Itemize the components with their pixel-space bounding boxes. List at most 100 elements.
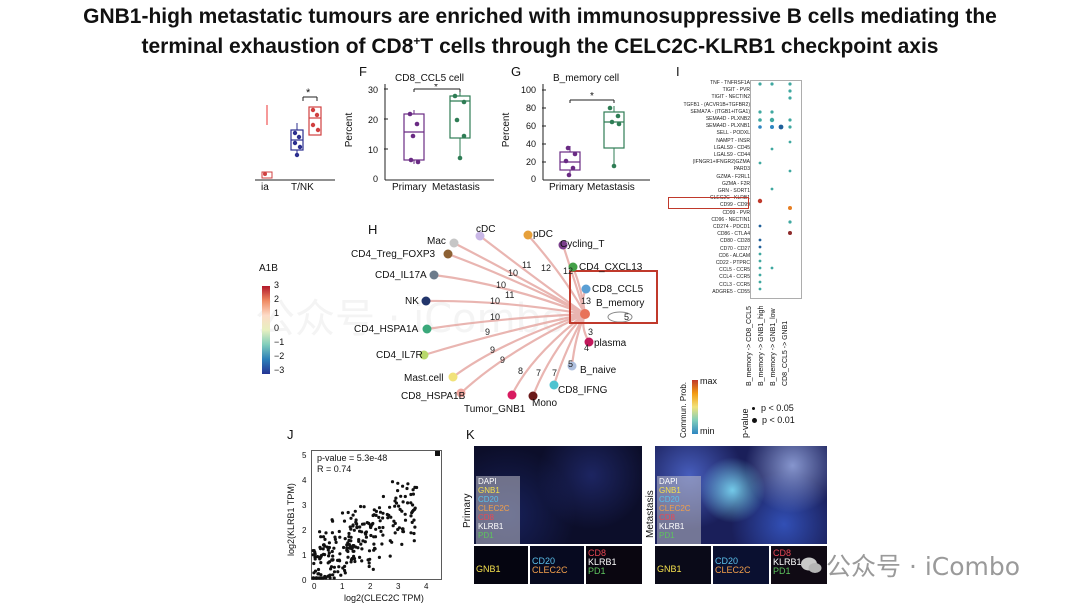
edge-weight: 12 bbox=[563, 266, 573, 276]
scatter-point bbox=[331, 519, 335, 523]
scatter-point bbox=[312, 576, 316, 580]
scatter-point bbox=[332, 565, 336, 569]
scatter-point bbox=[397, 504, 401, 508]
scatter-point bbox=[330, 531, 334, 535]
scatter-point bbox=[327, 545, 331, 550]
primary-sub-gnb1: GNB1 bbox=[474, 546, 528, 584]
scatter-point bbox=[329, 567, 333, 571]
panel-g-xtick-metastasis: Metastasis bbox=[587, 182, 635, 193]
scatter-point bbox=[347, 546, 351, 550]
panel-h-network: 10 11 12 12 10 11 10 10 13 5 3 4 5 7 7 8… bbox=[351, 224, 658, 415]
scatter-point bbox=[381, 511, 385, 515]
node-label: Mast.cell bbox=[404, 373, 443, 384]
node-label: plasma bbox=[594, 338, 627, 349]
scatter-point bbox=[415, 485, 419, 490]
edge-weight: 11 bbox=[505, 290, 514, 300]
scatter-point bbox=[338, 552, 342, 556]
node-label: Mono bbox=[532, 398, 557, 409]
scatter-point bbox=[346, 541, 350, 545]
scatter-point bbox=[332, 570, 337, 574]
node-cd4-il7r bbox=[419, 350, 429, 360]
node-label: CD4_IL17A bbox=[375, 270, 427, 281]
scatter-point bbox=[339, 573, 343, 577]
node-cd8-ccl5 bbox=[581, 284, 591, 294]
scatter-point bbox=[311, 549, 315, 553]
scatter-point bbox=[360, 547, 364, 551]
edge-weight: 4 bbox=[584, 343, 589, 353]
panel-i-letter: I bbox=[676, 64, 680, 79]
scatter-point bbox=[371, 567, 375, 571]
scatter-point bbox=[323, 553, 327, 557]
scatter-point bbox=[364, 535, 368, 539]
node-label: B_memory bbox=[596, 298, 644, 309]
scatter-point bbox=[326, 548, 330, 552]
scatter-point bbox=[337, 565, 341, 569]
figure-title: GNB1-high metastatic tumours are enriche… bbox=[0, 4, 1080, 59]
scatter-point bbox=[381, 494, 385, 499]
panel-h-letter: H bbox=[368, 222, 378, 237]
node-cd8-ifng bbox=[549, 380, 559, 390]
scatter-point bbox=[362, 505, 366, 509]
scatter-point bbox=[389, 515, 393, 519]
scatter-point bbox=[327, 554, 331, 558]
scatter-point bbox=[412, 539, 416, 543]
scatter-point bbox=[373, 546, 377, 550]
scatter-point bbox=[388, 505, 392, 509]
primary-sub-cd8-klrb1-pd1: CD8 KLRB1 PD1 bbox=[586, 546, 642, 584]
node-label: NK bbox=[405, 296, 419, 307]
scatter-point bbox=[399, 494, 403, 498]
scatter-point bbox=[352, 544, 356, 548]
edge-weight: 9 bbox=[485, 327, 490, 337]
scatter-point bbox=[343, 537, 347, 541]
clec2c-klrb1-highlight bbox=[668, 197, 749, 209]
scatter-point bbox=[374, 527, 378, 531]
panel-j-scatter bbox=[311, 450, 442, 580]
scatter-point bbox=[388, 539, 392, 543]
panel-f-ytick-20: 20 bbox=[368, 115, 379, 125]
edge-weight: 5 bbox=[624, 312, 629, 322]
scatter-point bbox=[336, 570, 340, 574]
scatter-point bbox=[343, 568, 347, 573]
scatter-point bbox=[401, 500, 405, 504]
panel-f-letter: F bbox=[359, 64, 367, 79]
primary-sub-cd20-clec2c: CD20 CLEC2C bbox=[530, 546, 584, 584]
node-label: pDC bbox=[533, 229, 553, 240]
scatter-point bbox=[393, 531, 397, 535]
scatter-point bbox=[354, 518, 358, 522]
large-dot-icon bbox=[752, 418, 757, 424]
scatter-point bbox=[327, 551, 331, 555]
panel-f-ytick-0: 0 bbox=[373, 174, 379, 184]
node-cdc bbox=[475, 231, 485, 241]
scatter-point bbox=[412, 518, 416, 522]
scatter-point bbox=[413, 525, 417, 529]
scatter-point bbox=[411, 503, 415, 507]
edge-weight: 10 bbox=[490, 312, 500, 322]
edge-weight: 7 bbox=[536, 368, 541, 378]
edge-weight: 10 bbox=[496, 280, 506, 290]
node-cd8-hspa1b bbox=[456, 388, 466, 398]
scatter-point bbox=[358, 555, 362, 559]
scatter-point bbox=[381, 516, 385, 520]
scatter-point bbox=[372, 542, 376, 546]
scatter-point bbox=[401, 527, 405, 531]
node-cd4-treg-foxp3 bbox=[443, 249, 453, 259]
node-b-naive bbox=[567, 361, 577, 371]
title-line-2: terminal exhaustion of CD8+T cells throu… bbox=[141, 34, 939, 58]
node-cd4-hspa1a bbox=[422, 324, 432, 334]
node-cd4-il17a bbox=[429, 270, 439, 280]
scatter-point bbox=[320, 576, 324, 580]
panel-f-significance-star: * bbox=[434, 84, 438, 93]
title-line-1: GNB1-high metastatic tumours are enriche… bbox=[83, 5, 997, 28]
scatter-point bbox=[413, 506, 417, 510]
node-label: CD4_Treg_FOXP3 bbox=[351, 249, 436, 260]
scatter-point bbox=[369, 533, 373, 538]
metastasis-legend-box: DAPI GNB1 CD20 CLEC2C CD8 KLRB1 PD1 bbox=[657, 476, 701, 544]
wechat-icon bbox=[801, 557, 822, 573]
partial-xtick-tnk: T/NK bbox=[291, 182, 314, 193]
metastasis-sub-cd20-clec2c: CD20 CLEC2C bbox=[713, 546, 769, 584]
scatter-point bbox=[318, 576, 322, 580]
scatter-point bbox=[338, 559, 342, 563]
node-label: CD4_IL7R bbox=[376, 350, 423, 361]
panel-f-ytick-30: 30 bbox=[368, 85, 379, 95]
scatter-point bbox=[319, 573, 323, 577]
